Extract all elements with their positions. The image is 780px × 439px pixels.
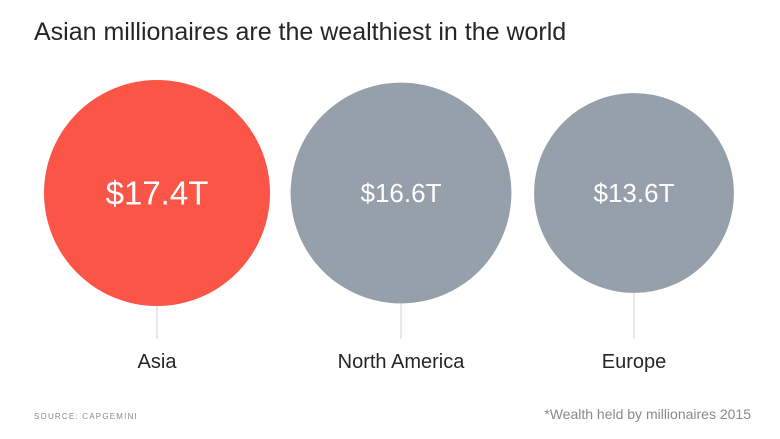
bubble-asia <box>44 80 270 306</box>
category-label-europe: Europe <box>602 351 667 373</box>
bubble-group: $17.4T Asia $16.6T North America $13.6T Europ… <box>44 80 734 373</box>
footnote: *Wealth held by millionaires 2015 <box>544 406 751 422</box>
category-label-asia: Asia <box>138 351 178 373</box>
chart-title: Asian millionaires are the wealthiest in… <box>34 18 567 46</box>
source-credit: SOURCE: CAPGEMINI <box>34 412 138 421</box>
category-label-north-america: North America <box>338 351 466 373</box>
bubble-europe <box>534 93 734 293</box>
bubble-north-america <box>290 82 512 304</box>
value-label-north-america: $16.6T <box>361 178 442 208</box>
value-label-europe: $13.6T <box>594 178 675 208</box>
value-label-asia: $17.4T <box>106 175 209 212</box>
